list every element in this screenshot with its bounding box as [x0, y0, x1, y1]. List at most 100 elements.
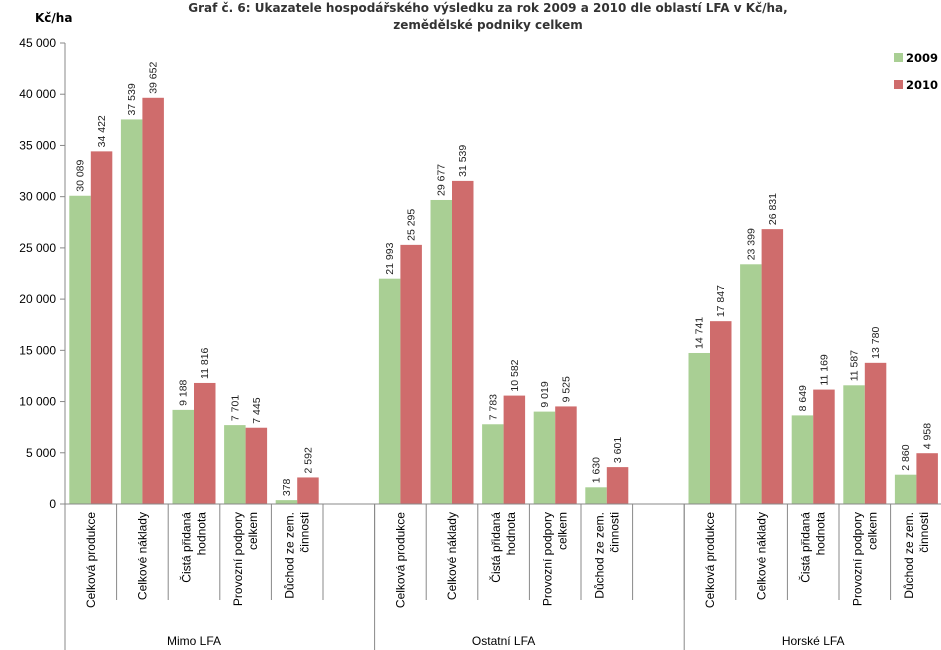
data-label-2010: 4 958 — [922, 423, 934, 449]
bar-2009 — [688, 352, 710, 504]
data-label-2009: 9 019 — [539, 381, 551, 407]
bar-2009 — [224, 425, 246, 504]
data-label-2010: 17 847 — [715, 285, 727, 317]
legend-swatch-2009 — [894, 53, 903, 62]
category-label: činnosti — [607, 512, 621, 553]
data-label-2009: 21 993 — [384, 242, 396, 274]
category-label: hodnota — [504, 512, 518, 556]
bar-2010 — [864, 362, 887, 504]
group-label: Mimo LFA — [167, 634, 221, 648]
bar-2010 — [813, 389, 835, 504]
category-label: celkem — [246, 512, 260, 550]
legend-label-2009: 2009 — [906, 51, 938, 65]
category-label: Celková produkce — [393, 512, 407, 608]
category-label: Celkové náklady — [445, 512, 459, 600]
category-label: Čistá přidaná — [488, 512, 503, 583]
data-label-2009: 8 649 — [797, 385, 809, 411]
group-label: Ostatní LFA — [472, 634, 535, 648]
bar-2009 — [275, 500, 298, 504]
bar-2009 — [585, 487, 607, 504]
bar-2010 — [245, 427, 268, 504]
data-label-2010: 39 652 — [148, 62, 160, 94]
data-label-2010: 13 780 — [870, 327, 882, 359]
bar-2010 — [710, 321, 732, 504]
category-label: Čistá přidaná — [798, 512, 813, 583]
data-label-2009: 37 539 — [126, 83, 138, 115]
category-label: činnosti — [298, 512, 312, 553]
bar-2009 — [172, 409, 194, 504]
bar-2010 — [400, 244, 422, 505]
y-tick-label: 40 000 — [19, 87, 56, 101]
y-tick-label: 45 000 — [19, 36, 56, 50]
data-label-2010: 31 539 — [457, 145, 469, 177]
category-label: celkem — [865, 512, 879, 550]
y-axis-unit-label: Kč/ha — [35, 11, 72, 25]
bar-2009 — [69, 195, 91, 504]
data-label-2009: 1 630 — [591, 457, 603, 483]
category-label: Čistá přidaná — [179, 512, 194, 583]
bar-2010 — [555, 406, 577, 504]
chart-title-line-2: zemědělské podniky celkem — [393, 18, 582, 32]
data-label-2010: 2 592 — [302, 447, 314, 473]
data-label-2010: 10 582 — [509, 359, 521, 391]
data-label-2009: 9 188 — [178, 379, 190, 405]
data-label-2009: 2 860 — [900, 444, 912, 470]
category-label: Celková produkce — [703, 512, 717, 608]
data-label-2009: 378 — [281, 478, 293, 496]
data-label-2010: 26 831 — [767, 193, 779, 225]
data-label-2010: 7 445 — [251, 397, 263, 423]
category-label: Celková produkce — [84, 512, 98, 608]
data-label-2009: 7 701 — [229, 395, 241, 421]
y-tick-label: 10 000 — [19, 395, 56, 409]
category-label: činnosti — [917, 512, 931, 553]
bar-2009 — [843, 385, 865, 504]
group-label: Horské LFA — [782, 634, 845, 648]
data-label-2009: 7 783 — [487, 394, 499, 420]
bar-2010 — [606, 467, 629, 504]
bar-2010 — [142, 97, 164, 504]
bar-2009 — [894, 474, 917, 504]
legend-label-2010: 2010 — [906, 78, 938, 92]
bar-2010 — [194, 382, 216, 504]
y-tick-label: 35 000 — [19, 138, 56, 152]
category-label: Důchod ze zem. — [283, 512, 297, 599]
category-label: Důchod ze zem. — [592, 512, 606, 599]
bar-2009 — [378, 278, 401, 504]
bars-layer — [69, 97, 938, 505]
data-label-2009: 11 587 — [849, 350, 861, 381]
bar-2009 — [430, 199, 452, 504]
y-axis: 0 5 000 10 000 15 000 20 000 25 000 30 000 35 0… — [19, 36, 66, 511]
data-label-2009: 29 677 — [436, 164, 448, 196]
data-label-2010: 11 169 — [818, 354, 830, 385]
category-label: celkem — [556, 512, 570, 550]
data-label-2010: 34 422 — [96, 115, 108, 147]
y-tick-label: 0 — [49, 497, 56, 511]
bar-2010 — [761, 229, 784, 504]
category-label: Provozní podpory — [231, 512, 245, 606]
data-label-2010: 11 816 — [199, 347, 211, 378]
bar-2009 — [120, 119, 143, 504]
category-label: Důchod ze zem. — [902, 512, 916, 599]
data-label-2010: 25 295 — [406, 209, 418, 241]
category-label: hodnota — [814, 512, 828, 556]
data-labels-layer: 30 089 34 422 37 539 39 652 9 188 11 816 7 701… — [75, 62, 934, 497]
legend-swatch-2010 — [894, 80, 903, 89]
category-label: Celkové náklady — [755, 512, 769, 600]
data-label-2009: 30 089 — [75, 159, 87, 191]
legend: 2009 2010 — [894, 51, 938, 92]
category-label: Provozní podpory — [541, 512, 555, 606]
y-tick-label: 15 000 — [19, 343, 56, 357]
bar-2010 — [90, 151, 113, 505]
bar-2010 — [452, 180, 474, 505]
data-label-2009: 23 399 — [745, 228, 757, 260]
bar-2010 — [503, 395, 526, 504]
data-label-2009: 14 741 — [694, 317, 706, 349]
bar-2009 — [791, 415, 814, 504]
category-label: Provozní podpory — [850, 512, 864, 606]
x-axis: Celková produkce Celkové náklady Čistá při… — [64, 503, 941, 650]
chart-title-line-1: Graf č. 6: Ukazatele hospodářského výsle… — [188, 1, 787, 15]
data-label-2010: 9 525 — [560, 376, 572, 402]
y-tick-label: 5 000 — [26, 446, 56, 460]
bar-2010 — [916, 453, 938, 504]
